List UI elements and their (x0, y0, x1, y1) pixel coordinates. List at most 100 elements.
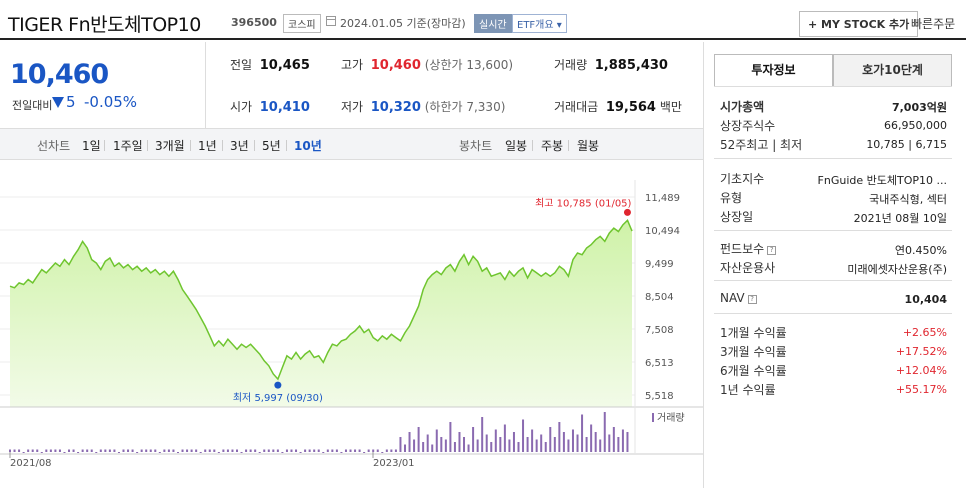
add-mystock-button[interactable]: + MY STOCK 추가 (799, 11, 919, 37)
etf-overview-dropdown[interactable]: ETF개요 ▾ (512, 14, 567, 33)
volume-bar (299, 452, 302, 453)
volume-bar (526, 437, 529, 452)
volume-bar (276, 449, 279, 452)
help-icon[interactable]: ? (747, 295, 757, 304)
tab-weekly-candle[interactable]: 주봉 (541, 139, 564, 153)
tab-daily-candle[interactable]: 일봉 (505, 139, 528, 153)
stat-low: 저가 10,320 (하한가 7,330) (341, 100, 506, 115)
volume-bar (95, 452, 98, 453)
candle-chart-label: 봉차트 (459, 139, 493, 153)
stat-open: 시가 10,410 (230, 100, 310, 115)
ret3m-value: +17.52% (895, 345, 947, 358)
tab-1year[interactable]: 1년 (198, 139, 217, 153)
manager-label: 자산운용사 (720, 261, 776, 275)
volume-bar (163, 449, 166, 452)
y-tick-label: 10,494 (645, 226, 680, 237)
volume-bar (313, 449, 316, 452)
price-change-pct: -0.05% (84, 93, 138, 111)
volume-bar (567, 439, 570, 452)
volume-bar (331, 449, 334, 452)
volume-bar (267, 449, 270, 452)
tab-10year[interactable]: 10년 (294, 139, 322, 153)
volume-bar (122, 449, 125, 452)
price-area (10, 220, 632, 407)
volume-bar (354, 449, 357, 452)
volume-bar (608, 434, 611, 452)
volume-bar (181, 449, 184, 452)
market-cap-label: 시가총액 (720, 100, 765, 114)
quick-order-button[interactable]: 빠른주문 (911, 17, 956, 31)
ret3m-label: 3개월 수익률 (720, 345, 787, 359)
market-badge: 코스피 (283, 14, 321, 33)
volume-bar (340, 452, 343, 453)
volume-bar (617, 437, 620, 452)
volume-bar (113, 449, 116, 452)
volume-bar (99, 449, 102, 452)
volume-bar (90, 449, 93, 452)
stat-prev: 전일 10,465 (230, 58, 310, 73)
low-annotation: 최저 5,997 (09/30) (233, 392, 323, 404)
price-line (9, 218, 633, 381)
volume-bar (149, 449, 152, 452)
tab-3year[interactable]: 3년 (230, 139, 249, 153)
tab-3month[interactable]: 3개월 (155, 139, 185, 153)
tab-5year[interactable]: 5년 (262, 139, 281, 153)
volume-bar (403, 444, 406, 452)
volume-bar (140, 449, 143, 452)
volume-bar (440, 437, 443, 452)
volume-bar (481, 417, 484, 452)
volume-bar (285, 449, 288, 452)
volume-bar (435, 429, 438, 452)
volume-bar (535, 439, 538, 452)
realtime-button[interactable]: 실시간 (474, 14, 512, 33)
volume-bar (72, 449, 75, 452)
volume-bar (104, 449, 107, 452)
ret1y-value: +55.17% (895, 383, 947, 396)
volume-bar (317, 449, 320, 452)
volume-bar (22, 452, 25, 453)
volume-bar (394, 449, 397, 452)
y-tick-label: 5,518 (645, 391, 674, 402)
listed-label: 상장일 (720, 210, 754, 224)
ret1y-label: 1년 수익률 (720, 383, 776, 397)
volume-bar (254, 449, 257, 452)
volume-bar (308, 449, 311, 452)
help-icon[interactable]: ? (767, 246, 777, 255)
volume-bar (158, 452, 161, 453)
y-tick-label: 7,508 (645, 325, 674, 336)
low-marker (274, 381, 282, 389)
volume-bar (372, 449, 375, 452)
volume-bar (517, 442, 520, 452)
volume-bar (376, 449, 379, 452)
tab-orderbook[interactable]: 호가10단계 (833, 54, 952, 87)
volume-bar (549, 427, 552, 452)
y-tick-label: 9,499 (645, 259, 674, 270)
base-index-value: FnGuide 반도체TOP10 ... (817, 174, 947, 187)
volume-bar (226, 449, 229, 452)
price-summary: 10,460 전일대비 5 -0.05% (0, 42, 206, 128)
volume-bar (476, 439, 479, 452)
volume-bar (31, 449, 34, 452)
tab-invest-info[interactable]: 투자정보 (714, 54, 833, 87)
volume-bar (413, 439, 416, 452)
tab-monthly-candle[interactable]: 월봉 (577, 139, 600, 153)
volume-bar (13, 449, 16, 452)
volume-bar (263, 449, 266, 452)
volume-bar (77, 452, 80, 453)
tab-1week[interactable]: 1주일 (113, 139, 143, 153)
volume-bar (603, 412, 606, 452)
volume-bar (131, 449, 134, 452)
volume-bar (272, 449, 275, 452)
stat-high: 고가 10,460 (상한가 13,600) (341, 58, 514, 73)
volume-bar (117, 452, 120, 453)
base-date: 2024.01.05 기준(장마감) (340, 17, 466, 30)
y-tick-label: 6,513 (645, 358, 674, 369)
high-annotation: 최고 10,785 (01/05) (535, 197, 631, 209)
volume-bar (208, 449, 211, 452)
chart-period-bar: 선차트 1일 1주일 3개월 1년 3년 5년 10년 봉차트 일봉 주봉 월봉 (0, 128, 703, 160)
volume-bar (499, 437, 502, 452)
current-price: 10,460 (10, 59, 109, 90)
volume-bar (108, 449, 111, 452)
tab-1day[interactable]: 1일 (82, 139, 101, 153)
volume-bar (322, 452, 325, 453)
